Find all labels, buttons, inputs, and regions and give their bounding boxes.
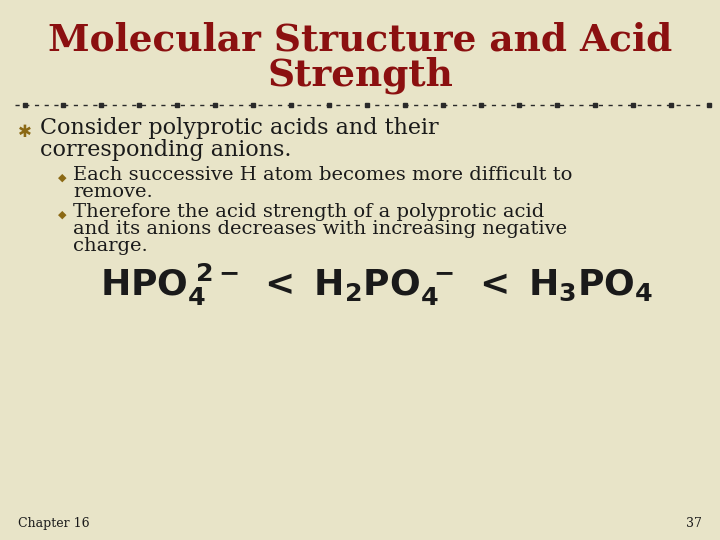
Text: and its anions decreases with increasing negative: and its anions decreases with increasing…	[73, 220, 567, 238]
Text: ◆: ◆	[58, 210, 66, 220]
Text: Strength: Strength	[267, 56, 453, 94]
Text: ◆: ◆	[58, 173, 66, 183]
Text: ✱: ✱	[18, 123, 32, 141]
Text: Chapter 16: Chapter 16	[18, 517, 89, 530]
Text: remove.: remove.	[73, 183, 153, 201]
Text: Molecular Structure and Acid: Molecular Structure and Acid	[48, 22, 672, 58]
Text: 37: 37	[686, 517, 702, 530]
Text: charge.: charge.	[73, 237, 148, 255]
Text: Consider polyprotic acids and their: Consider polyprotic acids and their	[40, 117, 438, 139]
Text: $\mathbf{HPO_4^{\ 2-}\ <\ H_2PO_4^{\ -}\ <\ H_3PO_4}$: $\mathbf{HPO_4^{\ 2-}\ <\ H_2PO_4^{\ -}\…	[100, 262, 654, 308]
Text: Each successive H atom becomes more difficult to: Each successive H atom becomes more diff…	[73, 166, 572, 184]
Text: corresponding anions.: corresponding anions.	[40, 139, 292, 161]
Text: Therefore the acid strength of a polyprotic acid: Therefore the acid strength of a polypro…	[73, 203, 544, 221]
